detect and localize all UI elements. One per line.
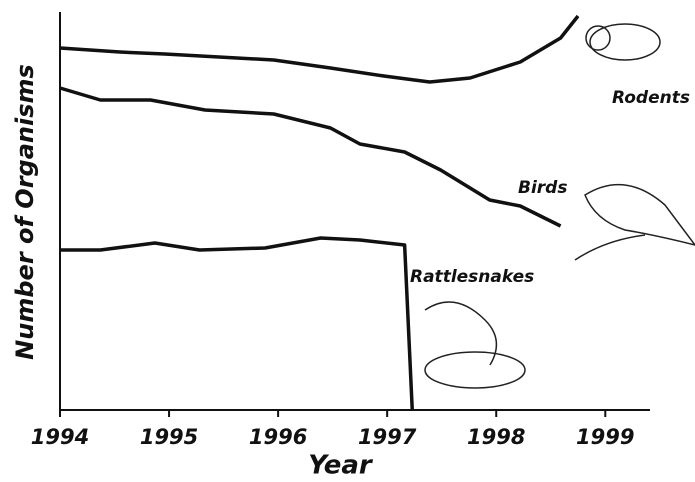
series-label: Rodents (612, 88, 690, 108)
series-label: Rattlesnakes (410, 267, 534, 287)
x-tick-label: 1995 (140, 425, 198, 449)
snake-coil (425, 352, 525, 388)
y-axis-label: Number of Organisms (11, 64, 39, 360)
x-tick-label: 1998 (467, 425, 525, 449)
rodent-sketch (590, 24, 660, 60)
series-line (60, 238, 412, 410)
chart: Year Number of Organisms 1994 1995 1996 199… (0, 0, 695, 482)
x-axis-label: Year (308, 451, 374, 481)
x-tick-label: 1999 (576, 425, 634, 449)
x-tick-label: 1996 (249, 425, 307, 449)
series-label: Birds (518, 178, 567, 198)
series-line (60, 88, 561, 226)
x-tick-label: 1994 (31, 425, 89, 449)
x-tick-label: 1997 (358, 425, 417, 449)
snake-neck (425, 302, 496, 365)
bird-branch (575, 235, 645, 260)
rodent-head (586, 26, 610, 50)
series-line (60, 16, 578, 82)
